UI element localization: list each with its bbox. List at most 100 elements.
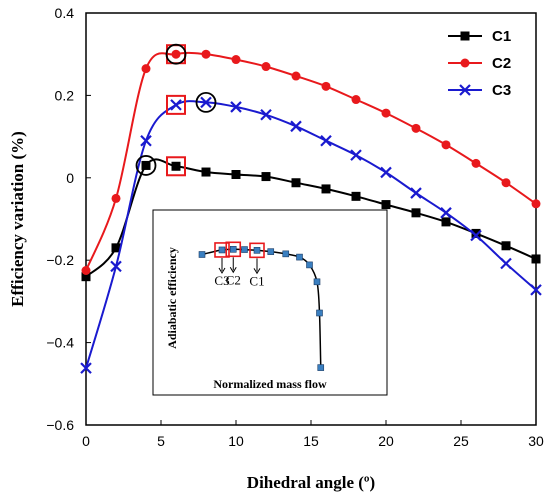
data-point-c2 (411, 123, 421, 133)
data-point-c3 (500, 257, 512, 270)
inset-data-point (317, 364, 325, 371)
x-marker-stroke (290, 120, 302, 133)
inset-data-point (241, 246, 248, 253)
data-point-c1 (291, 178, 301, 188)
x-marker-stroke (80, 362, 92, 374)
x-marker-stroke (380, 166, 392, 179)
data-point-c3 (530, 284, 542, 296)
x-marker-stroke (260, 108, 272, 121)
inset-frame (152, 209, 388, 396)
legend-marker-c1 (460, 31, 470, 41)
series-line-c1 (85, 158, 537, 278)
x-marker-stroke (230, 101, 242, 113)
inset-x-axis-title: Normalized mass flow (213, 377, 327, 391)
data-point-c1 (441, 217, 451, 227)
inset-label-c1: C1 (249, 273, 264, 288)
data-point-c2 (441, 140, 451, 150)
x-tick-label: 30 (528, 433, 544, 449)
data-point-c1 (111, 243, 121, 253)
data-point-c2 (111, 193, 121, 203)
data-point-c3 (380, 166, 392, 179)
inset-arrowhead-c1 (253, 268, 261, 275)
inset-data-point (316, 309, 323, 317)
data-point-c1 (381, 200, 391, 210)
inset-arrowhead-c3 (218, 267, 226, 274)
x-marker-stroke (320, 134, 332, 147)
data-point-c3 (320, 134, 332, 147)
x-marker-stroke (110, 260, 122, 273)
data-point-c2 (351, 95, 361, 105)
data-point-c3 (410, 187, 422, 199)
data-point-c3 (350, 149, 362, 161)
y-tick-label: 0 (66, 170, 74, 186)
data-point-c1 (351, 191, 361, 201)
inset-highlight-c1 (249, 242, 265, 259)
legend-label-c3: C3 (492, 82, 511, 99)
data-point-c2 (201, 49, 211, 59)
x-tick-label: 15 (303, 433, 319, 449)
inset-data-point (229, 246, 237, 253)
highlight-square (166, 94, 186, 115)
highlight-square (166, 156, 186, 177)
highlight-circle (135, 155, 157, 176)
data-point-c2 (231, 55, 241, 65)
data-point-c3 (290, 120, 302, 133)
inset-series (198, 246, 325, 371)
data-point-c2 (141, 64, 151, 74)
inset-chart: Normalized mass flow Adiabatic efficienc… (152, 209, 388, 396)
x-marker-stroke (459, 84, 471, 96)
inset-data-point (253, 247, 261, 254)
data-point-c3 (200, 96, 212, 109)
data-point-c1 (261, 172, 271, 182)
x-marker-stroke (530, 284, 542, 296)
inset-highlight-c3 (214, 242, 230, 258)
x-tick-label: 0 (82, 433, 90, 449)
x-tick-label: 10 (228, 433, 244, 449)
y-tick-label: 0.2 (55, 87, 75, 103)
y-tick-label: −0.4 (46, 335, 74, 351)
series-layer (80, 49, 542, 374)
x-marker-stroke (470, 229, 482, 242)
highlight-layer (135, 43, 217, 177)
data-point-c2 (381, 108, 391, 118)
data-point-c2 (291, 71, 301, 81)
x-marker-stroke (350, 149, 362, 161)
legend-marker-c2 (460, 58, 470, 68)
data-point-c3 (440, 207, 452, 219)
inset-label-c2: C2 (226, 272, 241, 287)
legend-label-c2: C2 (492, 55, 511, 72)
highlight-circle (165, 43, 187, 65)
data-point-c2 (321, 81, 331, 91)
x-marker-stroke (200, 96, 212, 109)
y-axis-title: Efficiency variation (%) (8, 131, 27, 307)
data-point-c1 (471, 228, 481, 238)
x-marker-stroke (410, 187, 422, 199)
y-axis: 0.4 0.2 0 −0.2 −0.4 −0.6 (46, 5, 91, 433)
data-point-c2 (261, 62, 271, 72)
x-axis: 0 5 10 15 20 25 30 (82, 420, 544, 449)
data-point-c3 (470, 229, 482, 242)
x-marker-stroke (140, 134, 152, 147)
data-point-c1 (141, 160, 151, 170)
inset-highlight-c2 (225, 241, 242, 258)
inset-data-point (218, 246, 226, 254)
x-tick-label: 20 (378, 433, 394, 449)
inset-data-point (313, 278, 321, 286)
data-point-c1 (411, 208, 421, 218)
data-point-c1 (531, 254, 541, 264)
data-point-c3 (80, 362, 92, 374)
y-tick-label: −0.6 (46, 417, 74, 433)
data-point-c1 (231, 170, 241, 180)
inset-data-point (306, 261, 313, 269)
data-point-c3 (140, 134, 152, 147)
inset-y-axis-title: Adiabatic efficiency (165, 247, 179, 349)
x-tick-label: 5 (157, 433, 165, 449)
y-tick-label: 0.4 (55, 5, 75, 21)
x-marker-stroke (170, 99, 182, 111)
data-point-c1 (501, 241, 511, 251)
data-point-c2 (531, 199, 541, 209)
x-marker-stroke (500, 257, 512, 270)
inset-data-point (198, 251, 206, 258)
